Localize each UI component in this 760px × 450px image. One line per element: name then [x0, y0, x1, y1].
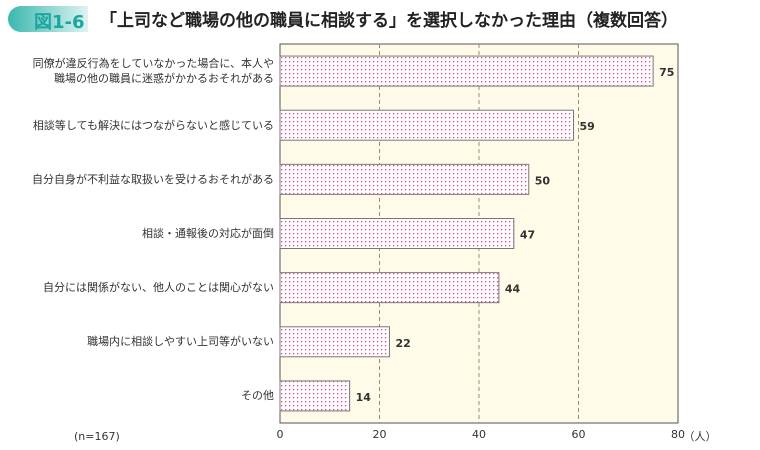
data-label: 22 [395, 337, 410, 350]
data-label: 14 [356, 391, 372, 404]
category-label: 職場内に相談しやすい上司等がいない [87, 335, 274, 349]
x-tick-label: 0 [276, 428, 284, 441]
category-label: 自分自身が不利益な取扱いを受けるおそれがある [32, 172, 274, 186]
bar [279, 326, 390, 358]
data-label: 59 [580, 120, 595, 133]
data-label: 47 [520, 229, 535, 242]
data-label: 50 [535, 174, 551, 187]
category-label: その他 [241, 389, 274, 403]
bar [279, 272, 500, 304]
category-label: 相談等しても解決にはつながらないと感じている [32, 118, 274, 132]
data-label: 44 [505, 283, 521, 296]
bar [279, 218, 515, 249]
category-label: 同僚が違反行為をしていなかった場合に、本人や 職場の他の職員に迷惑がかかるおそれ… [32, 57, 274, 86]
chart-title: 「上司など職場の他の職員に相談する」を選択しなかった理由（複数回答） [100, 11, 678, 31]
x-tick-label: 20 [372, 428, 387, 441]
x-unit-label: （人） [683, 430, 717, 443]
sample-size-note: (n=167) [74, 430, 120, 443]
bar [279, 163, 530, 195]
x-tick-label: 40 [472, 428, 486, 441]
category-label: 自分には関係がない、他人のことは関心がない [43, 281, 274, 295]
bar [279, 55, 654, 87]
x-tick-label: 80 [671, 428, 685, 441]
figure-badge: 図1-6 [8, 6, 88, 33]
category-label: 相談・通報後の対応が面倒 [142, 227, 274, 240]
figure-label: 図1-6 [34, 12, 85, 33]
bar [279, 109, 575, 141]
x-tick-label: 60 [571, 428, 586, 441]
data-label: 75 [659, 66, 674, 79]
bar [279, 380, 351, 412]
